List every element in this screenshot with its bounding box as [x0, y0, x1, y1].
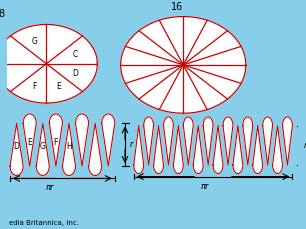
- Text: F: F: [54, 138, 58, 147]
- Polygon shape: [223, 117, 233, 165]
- Text: F: F: [32, 82, 36, 91]
- Polygon shape: [263, 117, 273, 165]
- Polygon shape: [174, 125, 183, 174]
- Polygon shape: [282, 117, 293, 165]
- Text: 8: 8: [0, 9, 5, 19]
- Text: D: D: [73, 69, 79, 78]
- Polygon shape: [144, 117, 154, 165]
- Polygon shape: [213, 125, 223, 174]
- Text: G: G: [40, 142, 46, 151]
- Text: πr: πr: [46, 183, 54, 192]
- Polygon shape: [134, 125, 144, 174]
- Polygon shape: [62, 123, 76, 175]
- Polygon shape: [203, 117, 213, 165]
- Text: H: H: [66, 142, 72, 151]
- Polygon shape: [102, 114, 115, 166]
- Polygon shape: [233, 125, 243, 174]
- Polygon shape: [154, 125, 163, 174]
- Polygon shape: [253, 125, 263, 174]
- Polygon shape: [36, 123, 49, 175]
- Polygon shape: [23, 114, 36, 166]
- Text: E: E: [56, 82, 61, 91]
- Text: πr: πr: [201, 182, 209, 191]
- Text: r: r: [304, 141, 306, 150]
- Polygon shape: [121, 16, 246, 113]
- Polygon shape: [183, 117, 193, 165]
- Polygon shape: [49, 114, 62, 166]
- Polygon shape: [76, 114, 89, 166]
- Polygon shape: [10, 123, 23, 175]
- Text: 16: 16: [171, 2, 184, 12]
- Text: E: E: [27, 138, 32, 147]
- Polygon shape: [163, 117, 174, 165]
- Polygon shape: [243, 117, 253, 165]
- Text: r: r: [129, 140, 133, 149]
- Polygon shape: [193, 125, 203, 174]
- Text: C: C: [73, 50, 78, 59]
- Text: edia Britannica, Inc.: edia Britannica, Inc.: [9, 220, 79, 226]
- Polygon shape: [273, 125, 282, 174]
- Polygon shape: [89, 123, 102, 175]
- Polygon shape: [0, 25, 97, 103]
- Text: G: G: [32, 37, 37, 46]
- Text: D: D: [14, 142, 20, 151]
